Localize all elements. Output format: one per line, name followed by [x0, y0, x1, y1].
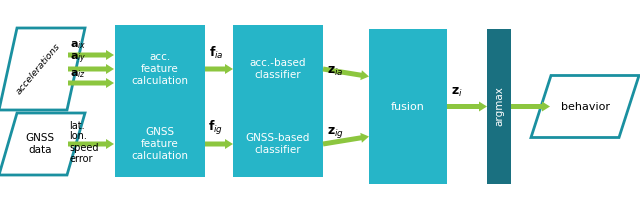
Polygon shape [0, 28, 85, 110]
Polygon shape [68, 50, 114, 60]
FancyBboxPatch shape [369, 29, 447, 184]
Text: $\mathbf{z}_{ia}$: $\mathbf{z}_{ia}$ [327, 64, 344, 78]
Polygon shape [205, 139, 233, 149]
Polygon shape [323, 66, 369, 80]
Text: speed: speed [69, 143, 99, 153]
Polygon shape [68, 78, 114, 88]
Text: fusion: fusion [391, 102, 425, 111]
Text: $\mathbf{f}_{ig}$: $\mathbf{f}_{ig}$ [209, 119, 223, 137]
Text: $\mathbf{a}_{iy}$: $\mathbf{a}_{iy}$ [70, 52, 86, 66]
Text: error: error [69, 154, 93, 164]
Text: GNSS-based
classifier: GNSS-based classifier [246, 133, 310, 155]
Polygon shape [323, 133, 369, 147]
Text: accelerations: accelerations [14, 42, 62, 96]
Polygon shape [205, 64, 233, 74]
Text: $\mathbf{z}_{ig}$: $\mathbf{z}_{ig}$ [327, 125, 344, 139]
FancyBboxPatch shape [487, 29, 511, 184]
Text: lat.: lat. [69, 121, 84, 131]
Polygon shape [531, 75, 639, 138]
FancyBboxPatch shape [115, 111, 205, 177]
Polygon shape [447, 102, 487, 111]
FancyBboxPatch shape [115, 25, 205, 113]
Text: $\mathbf{f}_{ia}$: $\mathbf{f}_{ia}$ [209, 45, 223, 61]
Text: acc.-based
classifier: acc.-based classifier [250, 58, 307, 80]
Text: $\mathbf{z}_{i}$: $\mathbf{z}_{i}$ [451, 86, 463, 99]
Text: acc.
feature
calculation: acc. feature calculation [131, 52, 189, 86]
Polygon shape [68, 139, 114, 149]
Text: GNSS
data: GNSS data [26, 133, 54, 155]
Text: behavior: behavior [561, 102, 609, 111]
Polygon shape [0, 113, 85, 175]
Text: argmax: argmax [494, 87, 504, 126]
Text: GNSS
feature
calculation: GNSS feature calculation [131, 127, 189, 161]
Text: lon.: lon. [69, 131, 87, 141]
Text: $\mathbf{a}_{iz}$: $\mathbf{a}_{iz}$ [70, 68, 86, 80]
FancyBboxPatch shape [233, 25, 323, 113]
Polygon shape [68, 64, 114, 74]
FancyBboxPatch shape [233, 111, 323, 177]
Text: $\mathbf{a}_{ix}$: $\mathbf{a}_{ix}$ [70, 39, 86, 51]
Polygon shape [511, 102, 550, 111]
